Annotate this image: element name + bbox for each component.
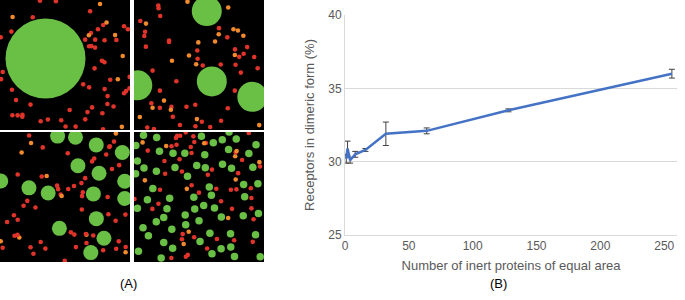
svg-text:0: 0 xyxy=(342,239,349,253)
svg-text:150: 150 xyxy=(527,239,547,253)
svg-text:30: 30 xyxy=(328,155,342,169)
svg-text:200: 200 xyxy=(590,239,610,253)
svg-text:35: 35 xyxy=(328,82,342,96)
svg-text:Number of inert proteins of eq: Number of inert proteins of equal area xyxy=(402,258,622,273)
svg-text:250: 250 xyxy=(654,239,674,253)
svg-text:100: 100 xyxy=(463,239,483,253)
svg-text:Receptors in dimeric form (%): Receptors in dimeric form (%) xyxy=(302,39,317,211)
svg-text:50: 50 xyxy=(402,239,416,253)
html-text:(A): (A) xyxy=(120,276,138,291)
html-text:(B): (B) xyxy=(490,276,508,291)
svg-text:40: 40 xyxy=(328,8,342,22)
svg-text:25: 25 xyxy=(328,228,342,242)
